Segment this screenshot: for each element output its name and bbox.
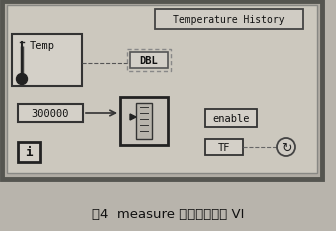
Circle shape xyxy=(16,74,28,85)
Bar xyxy=(120,97,168,145)
Text: Temperature History: Temperature History xyxy=(173,15,285,25)
Bar xyxy=(155,10,303,30)
Bar xyxy=(18,105,83,122)
Text: 300000: 300000 xyxy=(32,109,69,119)
Bar xyxy=(12,35,82,87)
Circle shape xyxy=(277,138,295,156)
Bar xyxy=(127,50,171,72)
Bar xyxy=(2,2,322,179)
Text: DBL: DBL xyxy=(140,56,158,66)
Bar xyxy=(18,142,40,162)
Text: 图4  measure 温度测量顶层 VI: 图4 measure 温度测量顶层 VI xyxy=(92,208,244,221)
Polygon shape xyxy=(130,115,136,121)
Text: TF: TF xyxy=(218,142,230,152)
Bar xyxy=(7,6,317,173)
Text: i: i xyxy=(25,146,33,159)
Bar xyxy=(205,109,257,128)
Bar xyxy=(136,103,152,139)
Text: Temp: Temp xyxy=(30,41,55,51)
Text: enable: enable xyxy=(212,113,250,123)
Text: ↻: ↻ xyxy=(281,141,291,154)
Bar xyxy=(205,139,243,155)
Bar xyxy=(130,53,168,69)
